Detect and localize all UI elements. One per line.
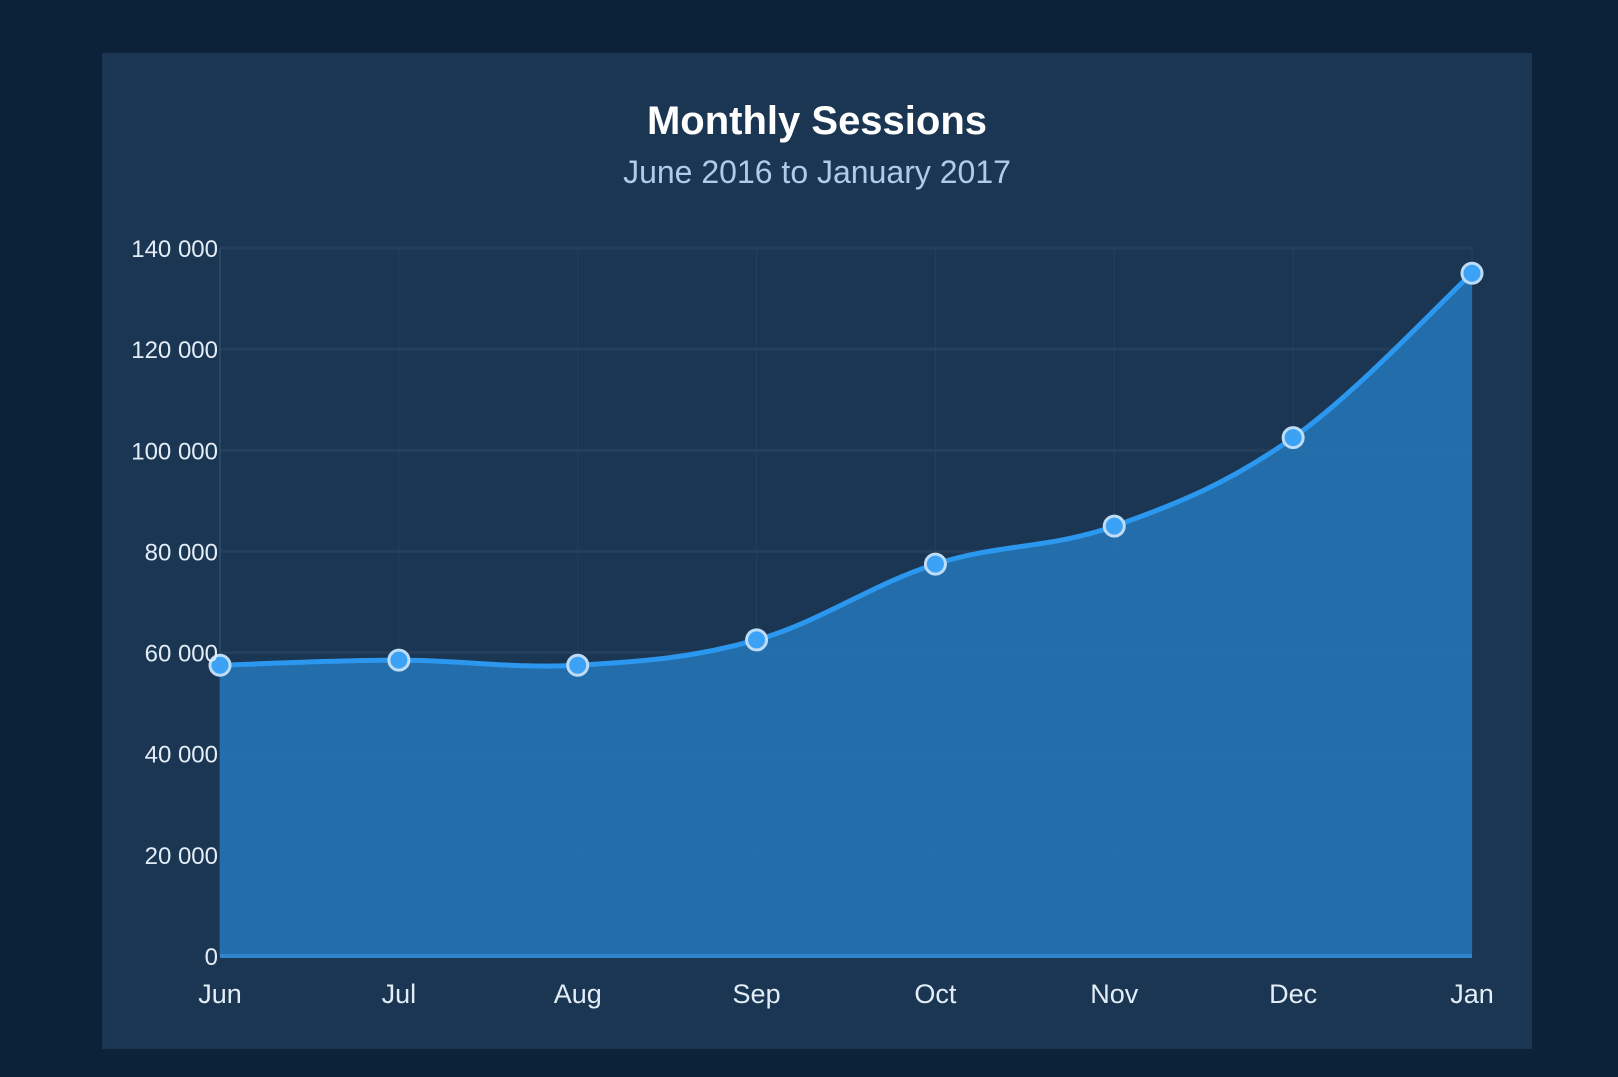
y-tick-label: 140 000: [131, 236, 218, 263]
x-axis: Jun Jul Aug Sep Oct Nov Dec Jan: [198, 979, 1494, 1009]
data-point-nov[interactable]: [1102, 514, 1126, 538]
chart-title: Monthly Sessions: [646, 99, 988, 143]
y-tick-label: 40 000: [145, 742, 218, 769]
x-tick-label: Jun: [198, 979, 242, 1009]
x-tick-label: Dec: [1269, 979, 1317, 1009]
data-point-oct[interactable]: [923, 552, 947, 576]
y-axis: 0 20 000 40 000 60 000 80 000 100 000 120 000 1…: [131, 236, 218, 971]
y-tick-label: 80 000: [145, 539, 218, 566]
x-tick-label: Aug: [554, 979, 602, 1009]
series-area: [220, 273, 1472, 956]
area-layer: [220, 273, 1472, 958]
x-tick-label: Nov: [1090, 979, 1139, 1009]
y-tick-label: 120 000: [131, 337, 218, 364]
data-point-jul[interactable]: [387, 648, 411, 672]
chart-subtitle: June 2016 to January 2017: [623, 154, 1011, 190]
y-tick-label: 20 000: [145, 843, 218, 870]
y-tick-label: 0: [205, 944, 218, 971]
x-tick-label: Jul: [382, 979, 417, 1009]
y-tick-label: 60 000: [145, 641, 218, 668]
x-tick-label: Sep: [733, 979, 781, 1009]
y-tick-label: 100 000: [131, 438, 218, 465]
data-point-dec[interactable]: [1281, 426, 1305, 450]
data-point-jun[interactable]: [208, 653, 232, 677]
data-point-jan[interactable]: [1460, 261, 1484, 285]
x-tick-label: Oct: [914, 979, 957, 1009]
marker-layer: [208, 261, 1484, 677]
x-tick-label: Jan: [1450, 979, 1494, 1009]
data-point-aug[interactable]: [566, 653, 590, 677]
data-point-sep[interactable]: [745, 628, 769, 652]
